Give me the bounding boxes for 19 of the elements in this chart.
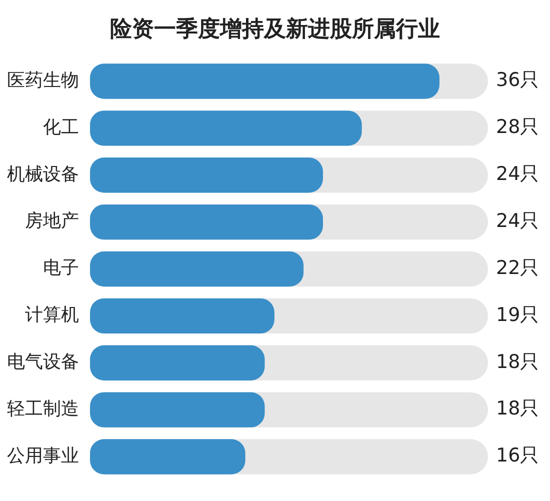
y-tick-label: 机械设备 xyxy=(7,164,79,185)
y-tick-label: 化工 xyxy=(43,116,79,138)
y-tick-label: 电子 xyxy=(43,258,79,279)
y-tick-label: 医药生物 xyxy=(7,70,79,91)
data-label: 18只 xyxy=(496,350,540,373)
data-label: 22只 xyxy=(496,256,540,279)
y-tick-label: 轻工制造 xyxy=(7,398,79,420)
y-tick-label: 电气设备 xyxy=(7,352,79,373)
data-label: 19只 xyxy=(496,304,540,326)
data-label: 36只 xyxy=(496,69,540,92)
data-label: 18只 xyxy=(496,398,540,420)
chart-title: 险资一季度增持及新进股所属行业 xyxy=(109,16,441,44)
data-label: 28只 xyxy=(496,116,540,138)
y-tick-label: 房地产 xyxy=(25,210,79,232)
y-tick-label: 公用事业 xyxy=(7,445,79,466)
data-label: 24只 xyxy=(496,163,540,186)
data-label: 24只 xyxy=(496,210,540,232)
y-tick-label: 计算机 xyxy=(25,304,79,326)
data-label: 16只 xyxy=(496,444,540,467)
